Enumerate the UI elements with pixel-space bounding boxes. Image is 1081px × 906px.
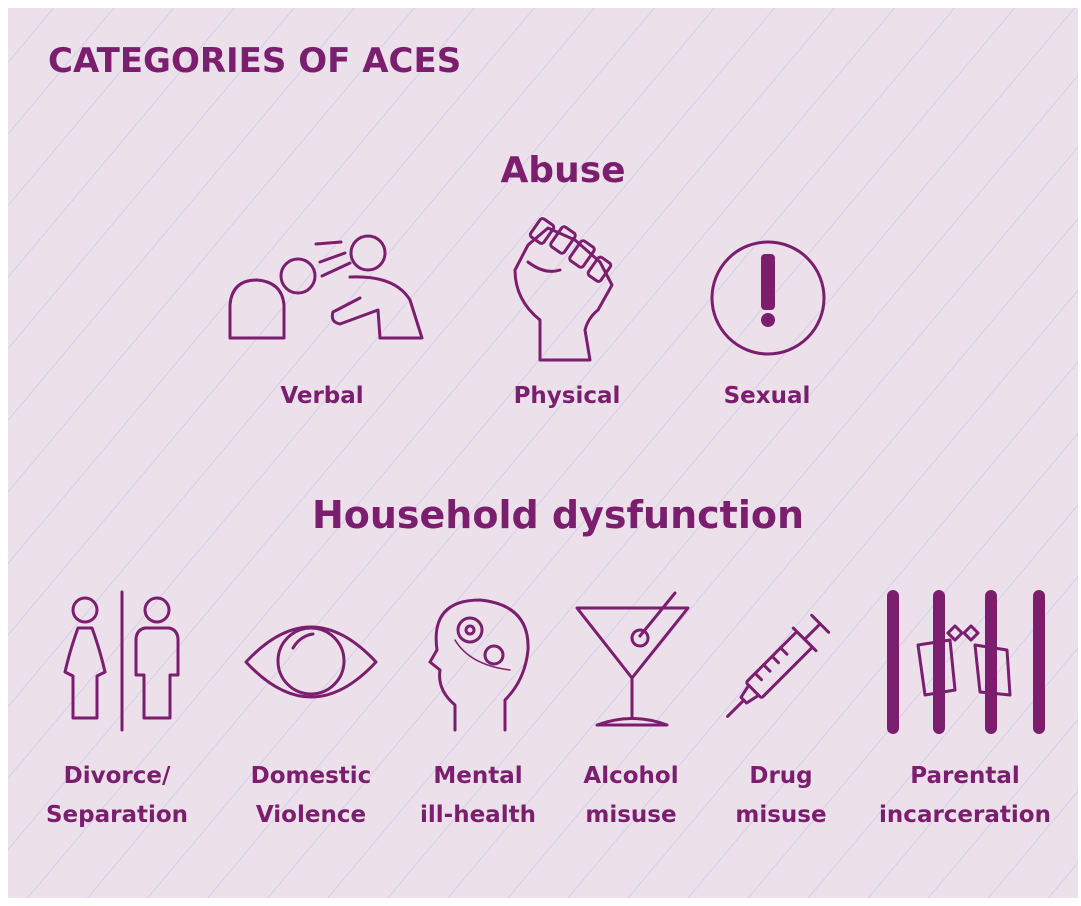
item-label: Mental <box>433 763 522 789</box>
item-label: incarceration <box>879 802 1051 828</box>
alcohol-icon <box>575 591 690 727</box>
item-label: Parental <box>910 763 1019 789</box>
item-label: Alcohol <box>583 763 678 789</box>
section-heading: Household dysfunction <box>312 493 804 537</box>
section-heading: Abuse <box>500 150 625 191</box>
physical-icon <box>513 217 614 362</box>
item-label: Separation <box>46 802 188 828</box>
item-label: Verbal <box>280 383 363 409</box>
item-label: misuse <box>735 802 826 828</box>
item-label: Drug <box>749 763 812 789</box>
item-label: ill-health <box>420 802 536 828</box>
divorce-icon <box>63 590 180 732</box>
verbal-icon <box>228 234 424 340</box>
title: CATEGORIES OF ACES <box>48 41 461 81</box>
item-label: Divorce/ <box>64 763 171 789</box>
domestic-violence-icon <box>244 625 378 699</box>
item-label: misuse <box>585 802 676 828</box>
sexual-icon <box>710 240 826 356</box>
item-label: Violence <box>256 802 366 828</box>
item-label: Sexual <box>724 383 811 409</box>
mental-health-icon <box>428 598 530 732</box>
incarceration-icon <box>887 590 1045 734</box>
item-label: Physical <box>514 383 621 409</box>
item-label: Domestic <box>251 763 372 789</box>
background <box>8 8 1078 898</box>
drug-icon <box>726 613 831 718</box>
